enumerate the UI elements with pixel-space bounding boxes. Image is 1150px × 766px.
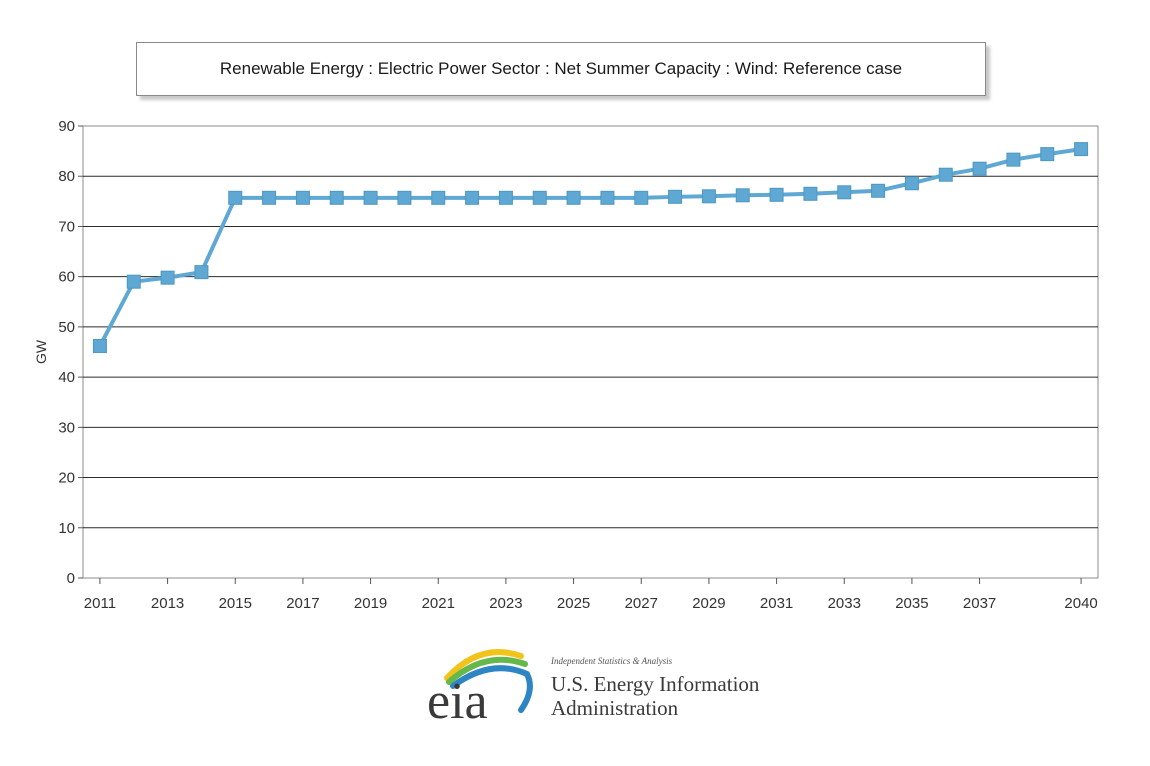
eia-logo: eia Independent Statistics & Analysis U.… [425,640,805,730]
data-point [92,338,107,353]
x-tick-label: 2011 [84,595,116,612]
plot-area [82,125,1099,579]
data-point [431,190,446,205]
chart-title: Renewable Energy : Electric Power Sector… [136,42,986,96]
x-tick-label: 2040 [1064,595,1097,612]
data-point [769,187,784,202]
x-tick-label: 2023 [489,595,522,612]
data-point [668,189,683,204]
data-point [532,190,547,205]
eia-tagline: Independent Statistics & Analysis [551,656,673,666]
x-tick-label: 2029 [692,595,725,612]
x-tick-label: 2035 [895,595,928,612]
data-point [600,190,615,205]
eia-logo-mark: eia [427,673,488,730]
data-point [126,274,141,289]
y-tick-label: 60 [58,269,75,286]
data-point [566,190,581,205]
eia-logo-icon: eia [427,649,533,730]
data-point [938,167,953,182]
y-tick-label: 50 [58,319,75,336]
data-point [363,190,378,205]
y-axis-label: GW [33,339,49,364]
x-tick-label: 2031 [760,595,793,612]
y-tick-label: 80 [58,168,75,185]
data-point [1040,147,1055,162]
data-point [871,183,886,198]
data-point [397,190,412,205]
data-point [160,270,175,285]
x-tick-label: 2027 [625,595,658,612]
x-tick-label: 2037 [963,595,996,612]
y-tick-label: 10 [58,520,75,537]
data-point [228,190,243,205]
x-tick-label: 2033 [828,595,861,612]
x-tick-label: 2025 [557,595,590,612]
data-point [1006,152,1021,167]
wind-capacity-chart: 0 10 20 30 40 50 60 70 80 90 2011 2013 2015 2017 2019 2… [33,118,1099,612]
x-tick-label: 2015 [219,595,252,612]
y-tick-label: 40 [58,369,75,386]
x-tick-label: 2013 [151,595,184,612]
data-point [735,188,750,203]
y-tick-label: 20 [58,470,75,487]
data-point [803,186,818,201]
y-tick-label: 70 [58,218,75,235]
data-point [972,161,987,176]
y-tick-label: 0 [67,570,75,587]
data-point [634,190,649,205]
y-tick-label: 30 [58,419,75,436]
y-tick-label: 90 [58,118,75,135]
data-point [329,190,344,205]
data-point [1074,142,1089,157]
data-point [498,190,513,205]
data-point [701,189,716,204]
data-point [465,190,480,205]
data-point [904,176,919,191]
data-point [295,190,310,205]
data-point [837,185,852,200]
x-tick-label: 2017 [286,595,319,612]
x-tick-label: 2021 [422,595,455,612]
x-tick-label: 2019 [354,595,387,612]
data-point [194,265,209,280]
eia-name-line2: Administration [551,696,679,720]
data-point [262,190,277,205]
eia-name-line1: U.S. Energy Information [551,672,760,696]
